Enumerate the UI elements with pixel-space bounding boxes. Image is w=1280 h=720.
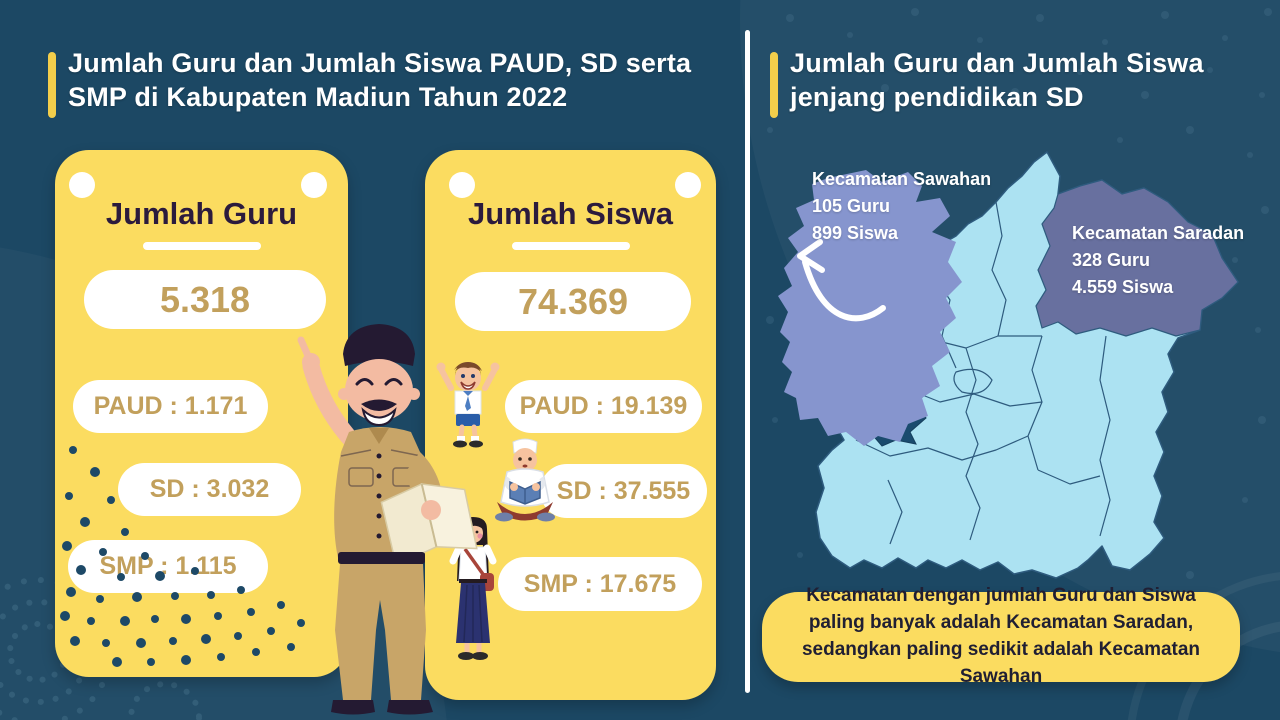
page-title-right: Jumlah Guru dan Jumlah Siswa jenjang pen… [790,48,1204,112]
guru-total-pill: 5.318 [84,270,326,329]
jumping-student-illustration [436,362,500,448]
map-arrow-icon [797,239,886,322]
siswa-card: Jumlah Siswa 74.369 PAUD : 19.139 SD : 3… [425,150,716,700]
saradan-siswa: 4.559 Siswa [1072,277,1174,297]
saradan-callout: Kecamatan Saradan 328 Guru 4.559 Siswa [1072,220,1244,301]
guru-card: Jumlah Guru 5.318 PAUD : 1.171 SD : 3.03… [55,150,348,677]
title-underline [142,242,261,250]
conclusion-note: Kecamatan dengan jumlah Guru dan Siswa p… [762,585,1240,687]
title-underline [511,242,630,250]
teacher-character-illustration [297,324,478,715]
guru-card-title: Jumlah Guru [105,196,298,231]
guru-sd-pill: SD : 3.032 [118,463,301,516]
map-district-borders [855,201,1111,545]
reading-student-illustration [495,438,555,522]
saradan-guru: 328 Guru [1072,250,1151,270]
sawahan-guru: 105 Guru [812,196,891,216]
saradan-name: Kecamatan Saradan [1072,223,1245,243]
siswa-card-title: Jumlah Siswa [467,196,674,231]
sawahan-siswa: 899 Siswa [812,223,899,243]
madiun-map [778,151,1239,579]
polka-dots-pattern [60,446,305,667]
card-pin-circle [69,172,95,198]
guru-paud-pill: PAUD : 1.171 [73,380,268,433]
map-region-saradan [1035,179,1239,337]
siswa-total-pill: 74.369 [455,272,691,331]
sawahan-name: Kecamatan Sawahan [812,169,992,189]
sawahan-callout: Kecamatan Sawahan 105 Guru 899 Siswa [812,166,991,247]
card-pin-circle [675,172,701,198]
map-region-sawahan-enlarged [778,170,962,446]
siswa-smp-pill: SMP : 17.675 [498,557,702,611]
left-title-accent-bar [48,52,56,118]
section-divider [745,30,750,693]
card-pin-circle [449,172,475,198]
card-pin-circle [301,172,327,198]
siswa-paud-pill: PAUD : 19.139 [505,380,702,433]
page-title-left: Jumlah Guru dan Jumlah Siswa PAUD, SD se… [68,48,692,112]
siswa-sd-pill: SD : 37.555 [540,464,707,518]
right-title-accent-bar [770,52,778,118]
